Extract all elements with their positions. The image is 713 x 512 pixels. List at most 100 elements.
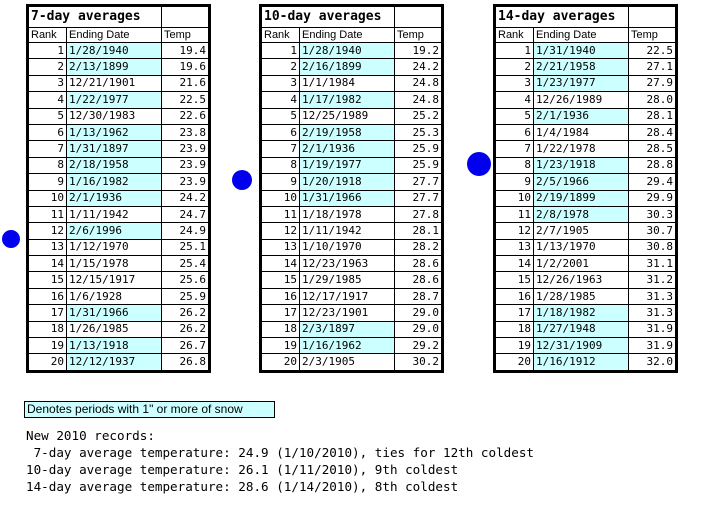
temp-cell: 29.4 — [628, 173, 676, 191]
rank-cell: 15 — [28, 271, 67, 289]
date-cell: 1/22/1978 — [533, 140, 629, 158]
table-10-day: 10-day averages Rank Ending Date Temp 1 1/28/… — [259, 4, 444, 373]
date-cell: 2/16/1899 — [299, 58, 395, 76]
date-cell: 12/12/1937 — [66, 353, 162, 371]
temp-cell: 23.9 — [161, 173, 209, 191]
rank-cell: 15 — [495, 271, 534, 289]
temp-cell: 28.0 — [628, 91, 676, 109]
date-cell: 2/19/1899 — [533, 189, 629, 207]
table-row: 8 2/18/1958 23.9 — [28, 156, 209, 175]
temp-cell: 31.1 — [628, 255, 676, 273]
temp-cell: 21.6 — [161, 74, 209, 93]
date-cell: 2/19/1958 — [299, 123, 395, 142]
table-row: 12 2/7/1905 30.7 — [495, 222, 676, 240]
rank-cell: 10 — [261, 189, 300, 207]
rank-cell: 11 — [261, 205, 300, 224]
table-title-row: 7-day averages — [28, 6, 209, 28]
date-cell: 1/23/1977 — [533, 74, 629, 93]
date-cell: 12/23/1901 — [299, 304, 395, 322]
title-empty-cell — [628, 6, 676, 28]
table-10-day-body: 10-day averages Rank Ending Date Temp 1 1/28/… — [261, 6, 442, 371]
table-row: 5 12/25/1989 25.2 — [261, 107, 442, 125]
temp-cell: 24.8 — [394, 74, 442, 93]
column-header: Ending Date — [66, 27, 162, 43]
table-title: 14-day averages — [495, 6, 629, 28]
temp-cell: 19.6 — [161, 58, 209, 76]
rank-cell: 17 — [495, 304, 534, 322]
date-cell: 1/16/1962 — [299, 337, 395, 355]
title-empty-cell — [394, 6, 442, 28]
temp-cell: 29.2 — [394, 337, 442, 355]
temp-cell: 25.9 — [394, 140, 442, 158]
date-cell: 1/20/1918 — [299, 173, 395, 191]
table-row: 14 12/23/1963 28.6 — [261, 255, 442, 273]
date-cell: 1/1/1984 — [299, 74, 395, 93]
date-cell: 1/27/1948 — [533, 320, 629, 339]
table-header-row: Rank Ending Date Temp — [495, 27, 676, 43]
temp-cell: 30.8 — [628, 238, 676, 257]
column-header: Rank — [495, 27, 534, 43]
temp-cell: 19.4 — [161, 41, 209, 60]
temp-cell: 28.6 — [394, 271, 442, 289]
rank-cell: 20 — [261, 353, 300, 371]
date-cell: 1/13/1970 — [533, 238, 629, 257]
temp-cell: 27.8 — [394, 205, 442, 224]
date-cell: 1/17/1982 — [299, 91, 395, 109]
date-cell: 1/31/1966 — [299, 189, 395, 207]
temp-cell: 28.1 — [628, 107, 676, 125]
rank-cell: 10 — [28, 189, 67, 207]
table-row: 1 1/31/1940 22.5 — [495, 41, 676, 60]
rank-cell: 9 — [495, 173, 534, 191]
date-cell: 1/28/1985 — [533, 287, 629, 306]
rank-cell: 16 — [261, 287, 300, 306]
temp-cell: 29.0 — [394, 320, 442, 339]
rank-cell: 1 — [28, 41, 67, 60]
temp-cell: 30.7 — [628, 222, 676, 240]
column-header: Temp — [394, 27, 442, 43]
date-cell: 1/16/1912 — [533, 353, 629, 371]
table-row: 19 1/13/1918 26.7 — [28, 337, 209, 355]
rank-cell: 8 — [495, 156, 534, 175]
table-row: 1 1/28/1940 19.4 — [28, 41, 209, 60]
rank-cell: 5 — [28, 107, 67, 125]
rank-cell: 3 — [28, 74, 67, 93]
rank-cell: 3 — [495, 74, 534, 93]
table-row: 19 12/31/1909 31.9 — [495, 337, 676, 355]
date-cell: 1/13/1918 — [66, 337, 162, 355]
14-day-2010-marker — [467, 152, 491, 176]
temp-cell: 28.1 — [394, 222, 442, 240]
rank-cell: 11 — [495, 205, 534, 224]
column-header: Ending Date — [299, 27, 395, 43]
table-row: 15 12/15/1917 25.6 — [28, 271, 209, 289]
table-row: 18 2/3/1897 29.0 — [261, 320, 442, 339]
record-14-day: 14-day average temperature: 28.6 (1/14/2… — [26, 479, 459, 494]
table-row: 15 1/29/1985 28.6 — [261, 271, 442, 289]
date-cell: 2/3/1905 — [299, 353, 395, 371]
table-row: 7 2/1/1936 25.9 — [261, 140, 442, 158]
table-row: 9 1/20/1918 27.7 — [261, 173, 442, 191]
temp-cell: 25.3 — [394, 123, 442, 142]
temp-cell: 25.4 — [161, 255, 209, 273]
rank-cell: 9 — [28, 173, 67, 191]
table-row: 17 12/23/1901 29.0 — [261, 304, 442, 322]
temp-cell: 29.9 — [628, 189, 676, 207]
rank-cell: 14 — [261, 255, 300, 273]
rank-cell: 16 — [495, 287, 534, 306]
date-cell: 2/7/1905 — [533, 222, 629, 240]
rank-cell: 19 — [495, 337, 534, 355]
temp-cell: 31.3 — [628, 287, 676, 306]
table-row: 3 12/21/1901 21.6 — [28, 74, 209, 93]
temp-cell: 26.2 — [161, 304, 209, 322]
rank-cell: 15 — [261, 271, 300, 289]
temp-cell: 22.5 — [161, 91, 209, 109]
rank-cell: 2 — [495, 58, 534, 76]
date-cell: 2/21/1958 — [533, 58, 629, 76]
table-row: 13 1/13/1970 30.8 — [495, 238, 676, 257]
record-7-day: 7-day average temperature: 24.9 (1/10/20… — [26, 445, 534, 460]
table-row: 6 1/13/1962 23.8 — [28, 123, 209, 142]
table-row: 16 12/17/1917 28.7 — [261, 287, 442, 306]
date-cell: 2/1/1936 — [66, 189, 162, 207]
temp-cell: 24.8 — [394, 91, 442, 109]
temp-cell: 27.1 — [628, 58, 676, 76]
table-row: 5 12/30/1983 22.6 — [28, 107, 209, 125]
